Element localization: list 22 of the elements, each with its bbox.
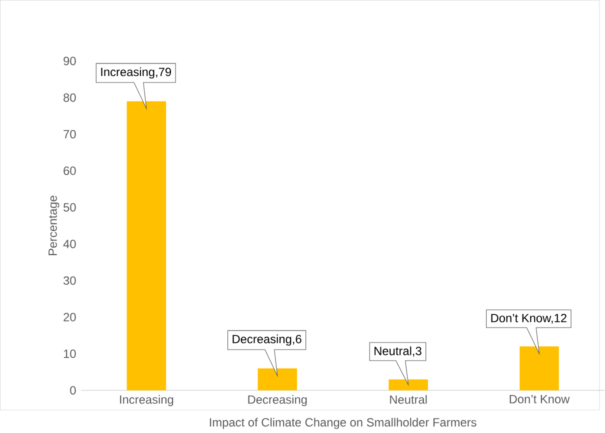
- x-axis-title: Impact of Climate Change on Smallholder Farmers: [210, 418, 476, 429]
- y-tick-label: 10: [64, 349, 76, 358]
- bar: [258, 368, 298, 390]
- y-tick-label: 90: [64, 56, 76, 66]
- y-tick-label: 80: [64, 93, 76, 102]
- y-tick-label: 0: [70, 386, 76, 394]
- x-tick-label: Increasing: [120, 394, 174, 406]
- y-tick-label: 60: [64, 166, 76, 175]
- y-axis-title: Percentage: [48, 196, 60, 255]
- y-tick-label: 20: [64, 312, 76, 322]
- x-tick-label: Don’t Know: [510, 394, 570, 404]
- data-label: Neutral,3: [374, 346, 422, 356]
- y-tick-label: 40: [63, 240, 76, 248]
- bar: [388, 379, 428, 390]
- data-label: Decreasing,6: [232, 334, 302, 346]
- data-label: Don’t Know,12: [491, 314, 566, 324]
- x-tick-label: Decreasing: [248, 394, 307, 406]
- y-tick-label: 70: [64, 130, 76, 138]
- x-tick-label: Neutral: [390, 394, 427, 404]
- y-tick-label: 30: [64, 276, 76, 285]
- data-label: Increasing,79: [101, 67, 172, 78]
- y-tick-label: 50: [64, 202, 76, 212]
